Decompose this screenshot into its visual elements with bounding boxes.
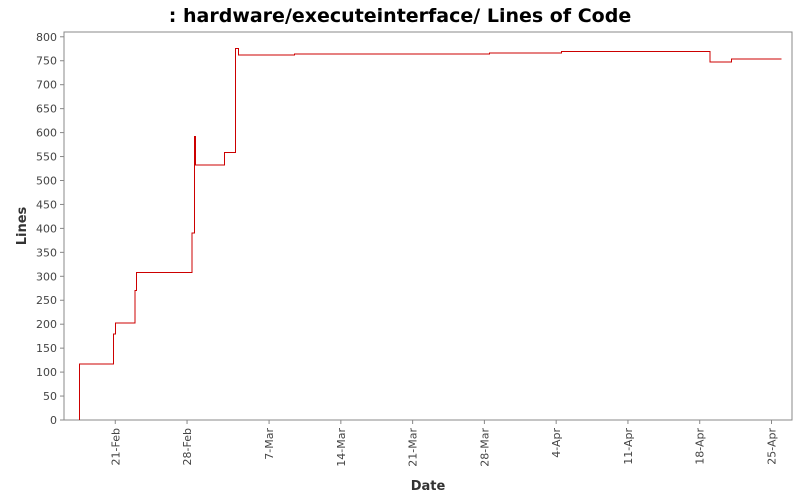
chart-title: : hardware/executeinterface/ Lines of Co… (169, 5, 631, 27)
plot-area (63, 31, 793, 421)
x-axis: 21-Feb 28-Feb 7-Mar 14-Mar 21-Mar 28-Mar 4-Apr… (109, 420, 778, 467)
x-axis-label: Date (411, 479, 446, 494)
x-tick-label: 25-Apr (765, 428, 778, 465)
y-tick-label: 200 (36, 318, 57, 331)
x-tick-label: 14-Mar (335, 428, 348, 467)
x-tick-label: 11-Apr (622, 428, 635, 465)
x-tick-label: 28-Mar (478, 428, 491, 467)
y-tick-label: 400 (36, 222, 57, 235)
y-tick-label: 650 (36, 103, 57, 116)
x-tick-label: 21-Feb (109, 428, 122, 465)
x-tick-label: 18-Apr (694, 428, 707, 465)
y-tick-label: 250 (36, 294, 57, 307)
y-axis-label: Lines (15, 206, 30, 245)
y-tick-label: 550 (36, 151, 57, 164)
y-tick-label: 750 (36, 55, 57, 68)
y-tick-label: 350 (36, 246, 57, 259)
y-tick-label: 100 (36, 366, 57, 379)
y-tick-label: 300 (36, 270, 57, 283)
x-tick-label: 21-Mar (407, 428, 420, 467)
y-tick-label: 450 (36, 198, 57, 211)
x-tick-label: 4-Apr (550, 428, 563, 458)
y-tick-label: 600 (36, 127, 57, 140)
y-tick-label: 500 (36, 174, 57, 187)
y-tick-label: 150 (36, 342, 57, 355)
y-tick-label: 0 (50, 414, 57, 427)
y-tick-label: 50 (43, 390, 57, 403)
y-axis: 0 50 100 150 200 250 300 350 400 450 500 550 600 650 7… (36, 31, 64, 427)
x-tick-label: 7-Mar (263, 428, 276, 460)
x-tick-label: 28-Feb (181, 428, 194, 465)
series-layer (78, 47, 782, 420)
loc-series-line (78, 47, 782, 420)
y-tick-label: 700 (36, 79, 57, 92)
y-tick-label: 800 (36, 31, 57, 44)
